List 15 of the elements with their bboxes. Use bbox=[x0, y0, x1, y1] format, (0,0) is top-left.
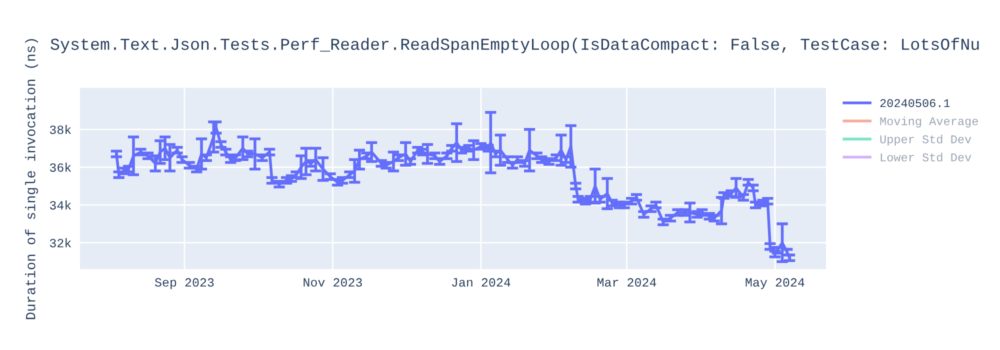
y-tick-label: 36k bbox=[50, 162, 72, 172]
y-axis-title: Duration of single invocation (ns) bbox=[25, 39, 38, 320]
chart-title: System.Text.Json.Tests.Perf_Reader.ReadSpanEmptyLoop(IsDataCompact: False, TestCase: LotsOfNu bbox=[50, 38, 979, 54]
x-tick-label: Jan 2024 bbox=[452, 278, 510, 287]
legend-label: Upper Std Dev bbox=[880, 134, 972, 146]
y-tick-label: 32k bbox=[50, 238, 72, 248]
x-tick-label: Nov 2023 bbox=[304, 278, 362, 287]
y-tick-label: 34k bbox=[50, 200, 72, 210]
legend-label: Lower Std Dev bbox=[880, 152, 972, 162]
y-tick-label: 38k bbox=[50, 124, 72, 134]
x-tick-label: Mar 2024 bbox=[598, 278, 656, 287]
x-tick-label: May 2024 bbox=[746, 278, 804, 290]
legend-label: Moving Average bbox=[880, 116, 978, 128]
legend-label: 20240506.1 bbox=[880, 99, 950, 108]
x-tick-label: Sep 2023 bbox=[154, 278, 214, 290]
